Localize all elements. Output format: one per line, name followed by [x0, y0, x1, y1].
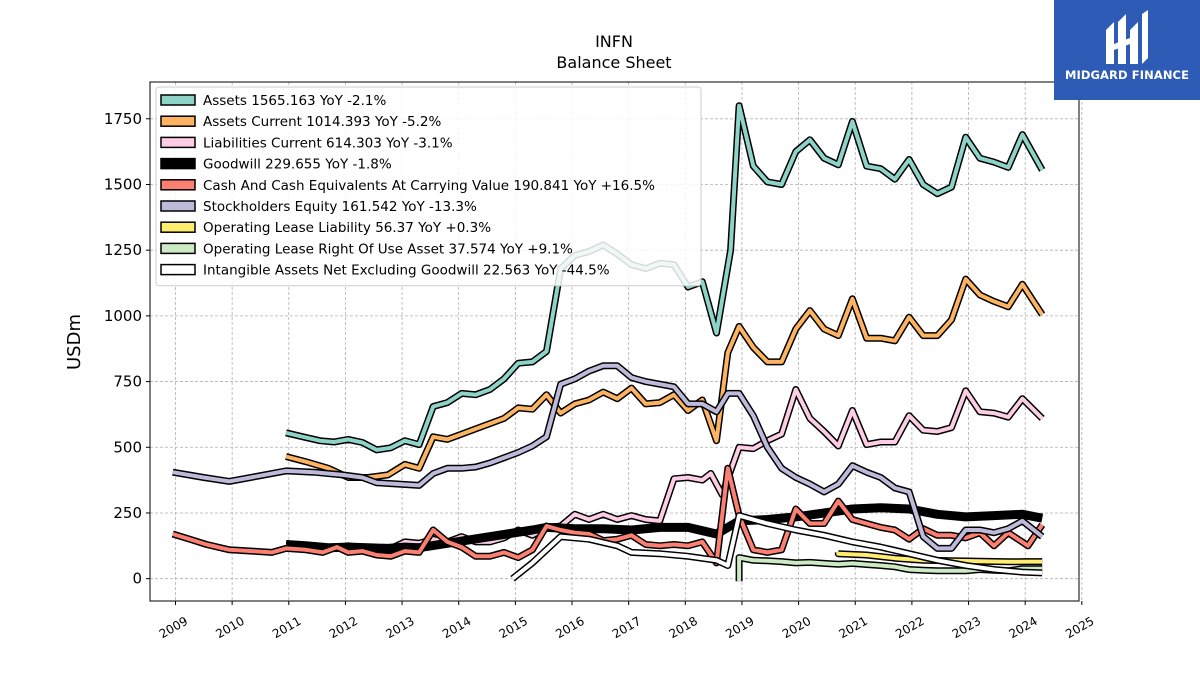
legend-swatch — [160, 242, 196, 255]
series-cash-and-cash-equivalents-at-carrying-value — [171, 464, 1046, 567]
plot-border — [149, 81, 1080, 602]
y-tick-label: 1750 — [104, 110, 142, 128]
x-tick-label: 2012 — [327, 614, 360, 641]
y-tick-label: 750 — [113, 373, 142, 391]
y-tick-label: 250 — [113, 504, 142, 522]
legend-swatch — [160, 136, 196, 149]
legend-swatch — [160, 157, 196, 170]
x-tick-label: 2022 — [893, 614, 926, 641]
x-tick-label: 2024 — [1006, 614, 1039, 641]
legend-entry: Assets 1565.163 YoY -2.1% — [203, 93, 387, 109]
chart-title: INFN — [595, 32, 633, 51]
series-stockholders-equity — [172, 362, 1045, 552]
legend-swatch — [160, 115, 196, 127]
y-tick-label: 500 — [113, 438, 142, 456]
legend-swatch — [160, 221, 196, 233]
x-tick-label: 2014 — [440, 614, 473, 641]
y-tick-label: 1000 — [104, 307, 142, 325]
x-tick-label: 2021 — [837, 614, 870, 641]
x-tick-label: 2017 — [610, 614, 643, 641]
x-axis: 2009 2010 2011 2012 2013 2014 2015 2016 2017 2018… — [157, 601, 1097, 641]
series-line — [172, 363, 1044, 551]
legend-entry: Operating Lease Right Of Use Asset 37.57… — [203, 241, 573, 257]
legend-box — [155, 86, 702, 287]
y-axis-label: USDm — [64, 314, 85, 370]
legend: Assets 1565.163 YoY -2.1% Assets Current … — [155, 86, 702, 287]
x-tick-label: 2010 — [213, 614, 246, 641]
legend-entry: Intangible Assets Net Excluding Goodwill… — [203, 263, 610, 279]
y-tick-label: 1250 — [104, 241, 142, 259]
chart-subtitle: Balance Sheet — [556, 53, 671, 72]
series-line — [172, 466, 1044, 565]
x-tick-label: 2020 — [780, 614, 813, 641]
series-line — [285, 504, 1043, 552]
series-intangible-assets-net-excluding-goodwill — [510, 512, 1043, 582]
legend-entry: Goodwill 229.655 YoY -1.8% — [203, 157, 392, 173]
x-tick-label: 2013 — [383, 614, 416, 641]
legend-entry: Cash And Cash Equivalents At Carrying Va… — [203, 178, 655, 194]
x-tick-label: 2023 — [950, 614, 983, 641]
x-tick-label: 2009 — [157, 614, 190, 641]
series-assets-current — [285, 275, 1046, 481]
legend-entry: Stockholders Equity 161.542 YoY -13.3% — [203, 199, 477, 215]
x-tick-label: 2025 — [1063, 614, 1096, 641]
x-tick-label: 2011 — [270, 614, 303, 641]
y-tick-label: 0 — [132, 570, 142, 588]
series-line — [511, 513, 1043, 581]
legend-swatch — [160, 200, 196, 212]
x-tick-label: 2019 — [723, 614, 756, 641]
series-layer — [171, 102, 1046, 582]
legend-swatch — [160, 179, 196, 191]
legend-entry: Assets Current 1014.393 YoY -5.2% — [203, 114, 442, 130]
legend-swatch — [160, 263, 196, 276]
series-goodwill — [285, 503, 1044, 553]
y-axis: 0 250 500 750 1000 1250 1500 1750 — [104, 110, 150, 588]
x-tick-label: 2015 — [497, 614, 530, 641]
legend-swatch — [160, 94, 196, 106]
brand-name: MIDGARD FINANCE — [1064, 68, 1190, 82]
brand-logo: MIDGARD FINANCE — [1054, 0, 1200, 100]
y-tick-label: 1500 — [104, 175, 142, 193]
legend-entry: Liabilities Current 614.303 YoY -3.1% — [203, 135, 453, 151]
series-line — [285, 277, 1044, 480]
legend-entry: Operating Lease Liability 56.37 YoY +0.3… — [203, 220, 491, 236]
x-tick-label: 2016 — [553, 614, 586, 641]
midgard-logo-icon — [1106, 10, 1148, 64]
x-tick-label: 2018 — [667, 614, 700, 641]
